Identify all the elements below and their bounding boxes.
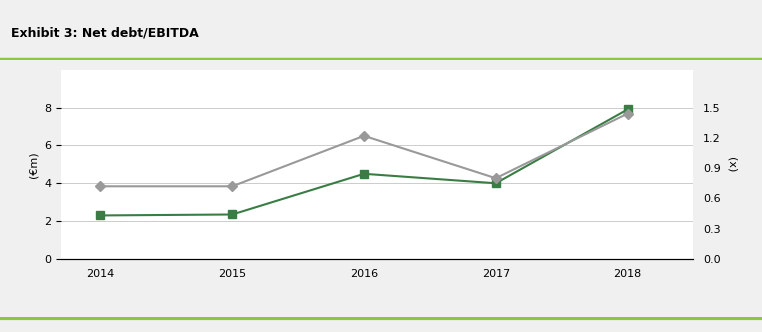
- Text: Exhibit 3: Net debt/EBITDA: Exhibit 3: Net debt/EBITDA: [11, 26, 199, 40]
- Y-axis label: (x): (x): [726, 157, 736, 172]
- Y-axis label: (€m): (€m): [28, 151, 39, 178]
